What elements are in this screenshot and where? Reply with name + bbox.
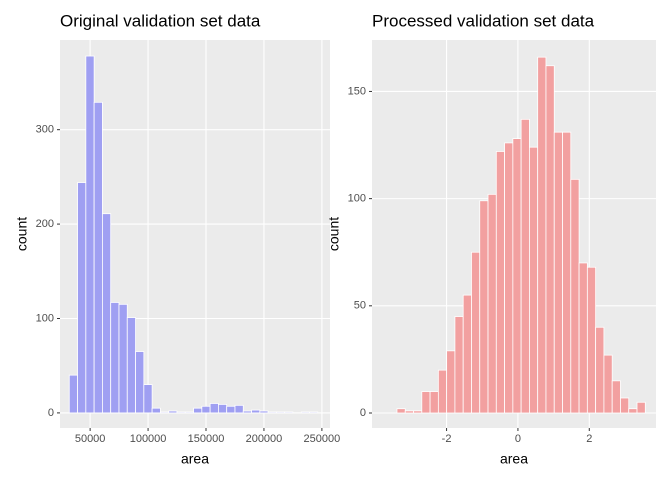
bar <box>636 401 646 414</box>
x-tick-label: -2 <box>442 433 452 445</box>
bar <box>562 131 572 414</box>
y-axis-label: count <box>14 217 30 251</box>
bar <box>201 405 211 414</box>
bar <box>242 410 252 414</box>
bar <box>495 151 505 414</box>
bar <box>446 350 456 414</box>
x-tick-label: 50000 <box>75 433 106 445</box>
chart-title: Processed validation set data <box>372 11 595 30</box>
bar <box>184 411 194 414</box>
y-tick-label: 100 <box>348 193 366 205</box>
y-tick-label: 100 <box>36 312 54 324</box>
bar <box>176 411 186 414</box>
bar <box>151 407 161 414</box>
y-tick-label: 50 <box>354 300 366 312</box>
bar <box>126 317 136 414</box>
bar <box>529 146 539 414</box>
bar <box>160 411 170 414</box>
bar <box>512 138 522 414</box>
bar <box>218 403 228 414</box>
bar <box>300 411 310 414</box>
bar <box>504 142 514 414</box>
bar <box>226 405 236 414</box>
y-tick-label: 200 <box>36 218 54 230</box>
bar <box>168 410 178 414</box>
bar <box>462 294 472 414</box>
bar <box>595 326 605 414</box>
bar <box>110 302 120 414</box>
bar <box>93 101 103 414</box>
y-tick-label: 0 <box>48 407 54 419</box>
bar <box>309 411 319 414</box>
bar <box>545 65 555 414</box>
bar <box>437 369 448 414</box>
bar <box>234 404 244 414</box>
y-axis-label: count <box>326 217 342 251</box>
bar <box>135 351 145 414</box>
bar <box>611 380 621 414</box>
bar <box>276 411 286 414</box>
x-tick-label: 250000 <box>304 433 341 445</box>
y-tick-label: 300 <box>36 124 54 136</box>
x-axis-label: area <box>500 451 528 467</box>
bar <box>404 410 414 414</box>
bar <box>570 178 580 414</box>
bar <box>429 391 439 414</box>
bar <box>454 316 464 414</box>
bar <box>85 55 95 414</box>
y-tick-label: 150 <box>348 85 366 97</box>
bar <box>209 403 219 414</box>
bar <box>603 354 613 414</box>
x-tick-label: 0 <box>515 433 521 445</box>
bar <box>520 118 530 414</box>
bar <box>620 397 630 414</box>
x-axis-label: area <box>181 451 209 467</box>
bar <box>143 384 153 414</box>
bar <box>487 193 497 414</box>
bar <box>628 408 638 414</box>
bar <box>118 303 128 414</box>
x-tick-label: 100000 <box>130 433 167 445</box>
bar <box>259 410 269 414</box>
y-tick-label: 0 <box>360 407 366 419</box>
bar <box>553 131 563 414</box>
bar <box>471 251 481 414</box>
bar <box>267 411 277 414</box>
x-tick-label: 2 <box>586 433 592 445</box>
bar <box>68 374 78 414</box>
bar <box>578 262 588 414</box>
bar <box>102 213 112 414</box>
bar <box>586 266 597 414</box>
bar <box>251 409 261 414</box>
bar <box>421 391 431 414</box>
chart-title: Original validation set data <box>60 11 261 30</box>
bar <box>284 411 294 414</box>
bar <box>77 182 87 414</box>
bar <box>193 407 203 414</box>
bar <box>413 410 423 414</box>
bar <box>396 408 406 414</box>
x-tick-label: 200000 <box>246 433 283 445</box>
bar <box>479 200 489 414</box>
x-tick-label: 150000 <box>188 433 225 445</box>
bar <box>537 56 547 414</box>
